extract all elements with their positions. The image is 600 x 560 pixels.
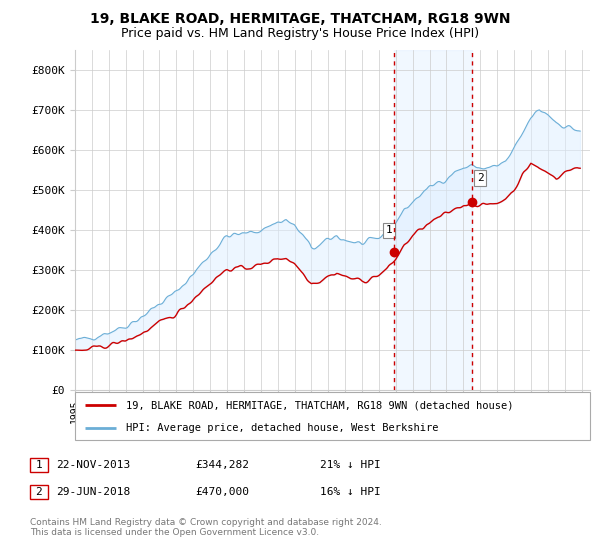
Text: 19, BLAKE ROAD, HERMITAGE, THATCHAM, RG18 9WN: 19, BLAKE ROAD, HERMITAGE, THATCHAM, RG1… [90,12,510,26]
Text: £344,282: £344,282 [195,460,249,470]
Text: 19, BLAKE ROAD, HERMITAGE, THATCHAM, RG18 9WN (detached house): 19, BLAKE ROAD, HERMITAGE, THATCHAM, RG1… [127,400,514,410]
Text: 1: 1 [386,225,392,235]
Text: 2: 2 [477,173,484,183]
Text: 22-NOV-2013: 22-NOV-2013 [56,460,130,470]
Text: 16% ↓ HPI: 16% ↓ HPI [320,487,381,497]
Text: £470,000: £470,000 [195,487,249,497]
Text: HPI: Average price, detached house, West Berkshire: HPI: Average price, detached house, West… [127,423,439,433]
Text: Price paid vs. HM Land Registry's House Price Index (HPI): Price paid vs. HM Land Registry's House … [121,27,479,40]
Text: Contains HM Land Registry data © Crown copyright and database right 2024.
This d: Contains HM Land Registry data © Crown c… [30,518,382,537]
Text: 21% ↓ HPI: 21% ↓ HPI [320,460,381,470]
Text: 2: 2 [35,487,43,497]
FancyBboxPatch shape [30,485,48,499]
Bar [394,50,472,390]
Text: 1: 1 [35,460,43,470]
FancyBboxPatch shape [30,458,48,472]
Text: 29-JUN-2018: 29-JUN-2018 [56,487,130,497]
FancyBboxPatch shape [75,392,590,440]
